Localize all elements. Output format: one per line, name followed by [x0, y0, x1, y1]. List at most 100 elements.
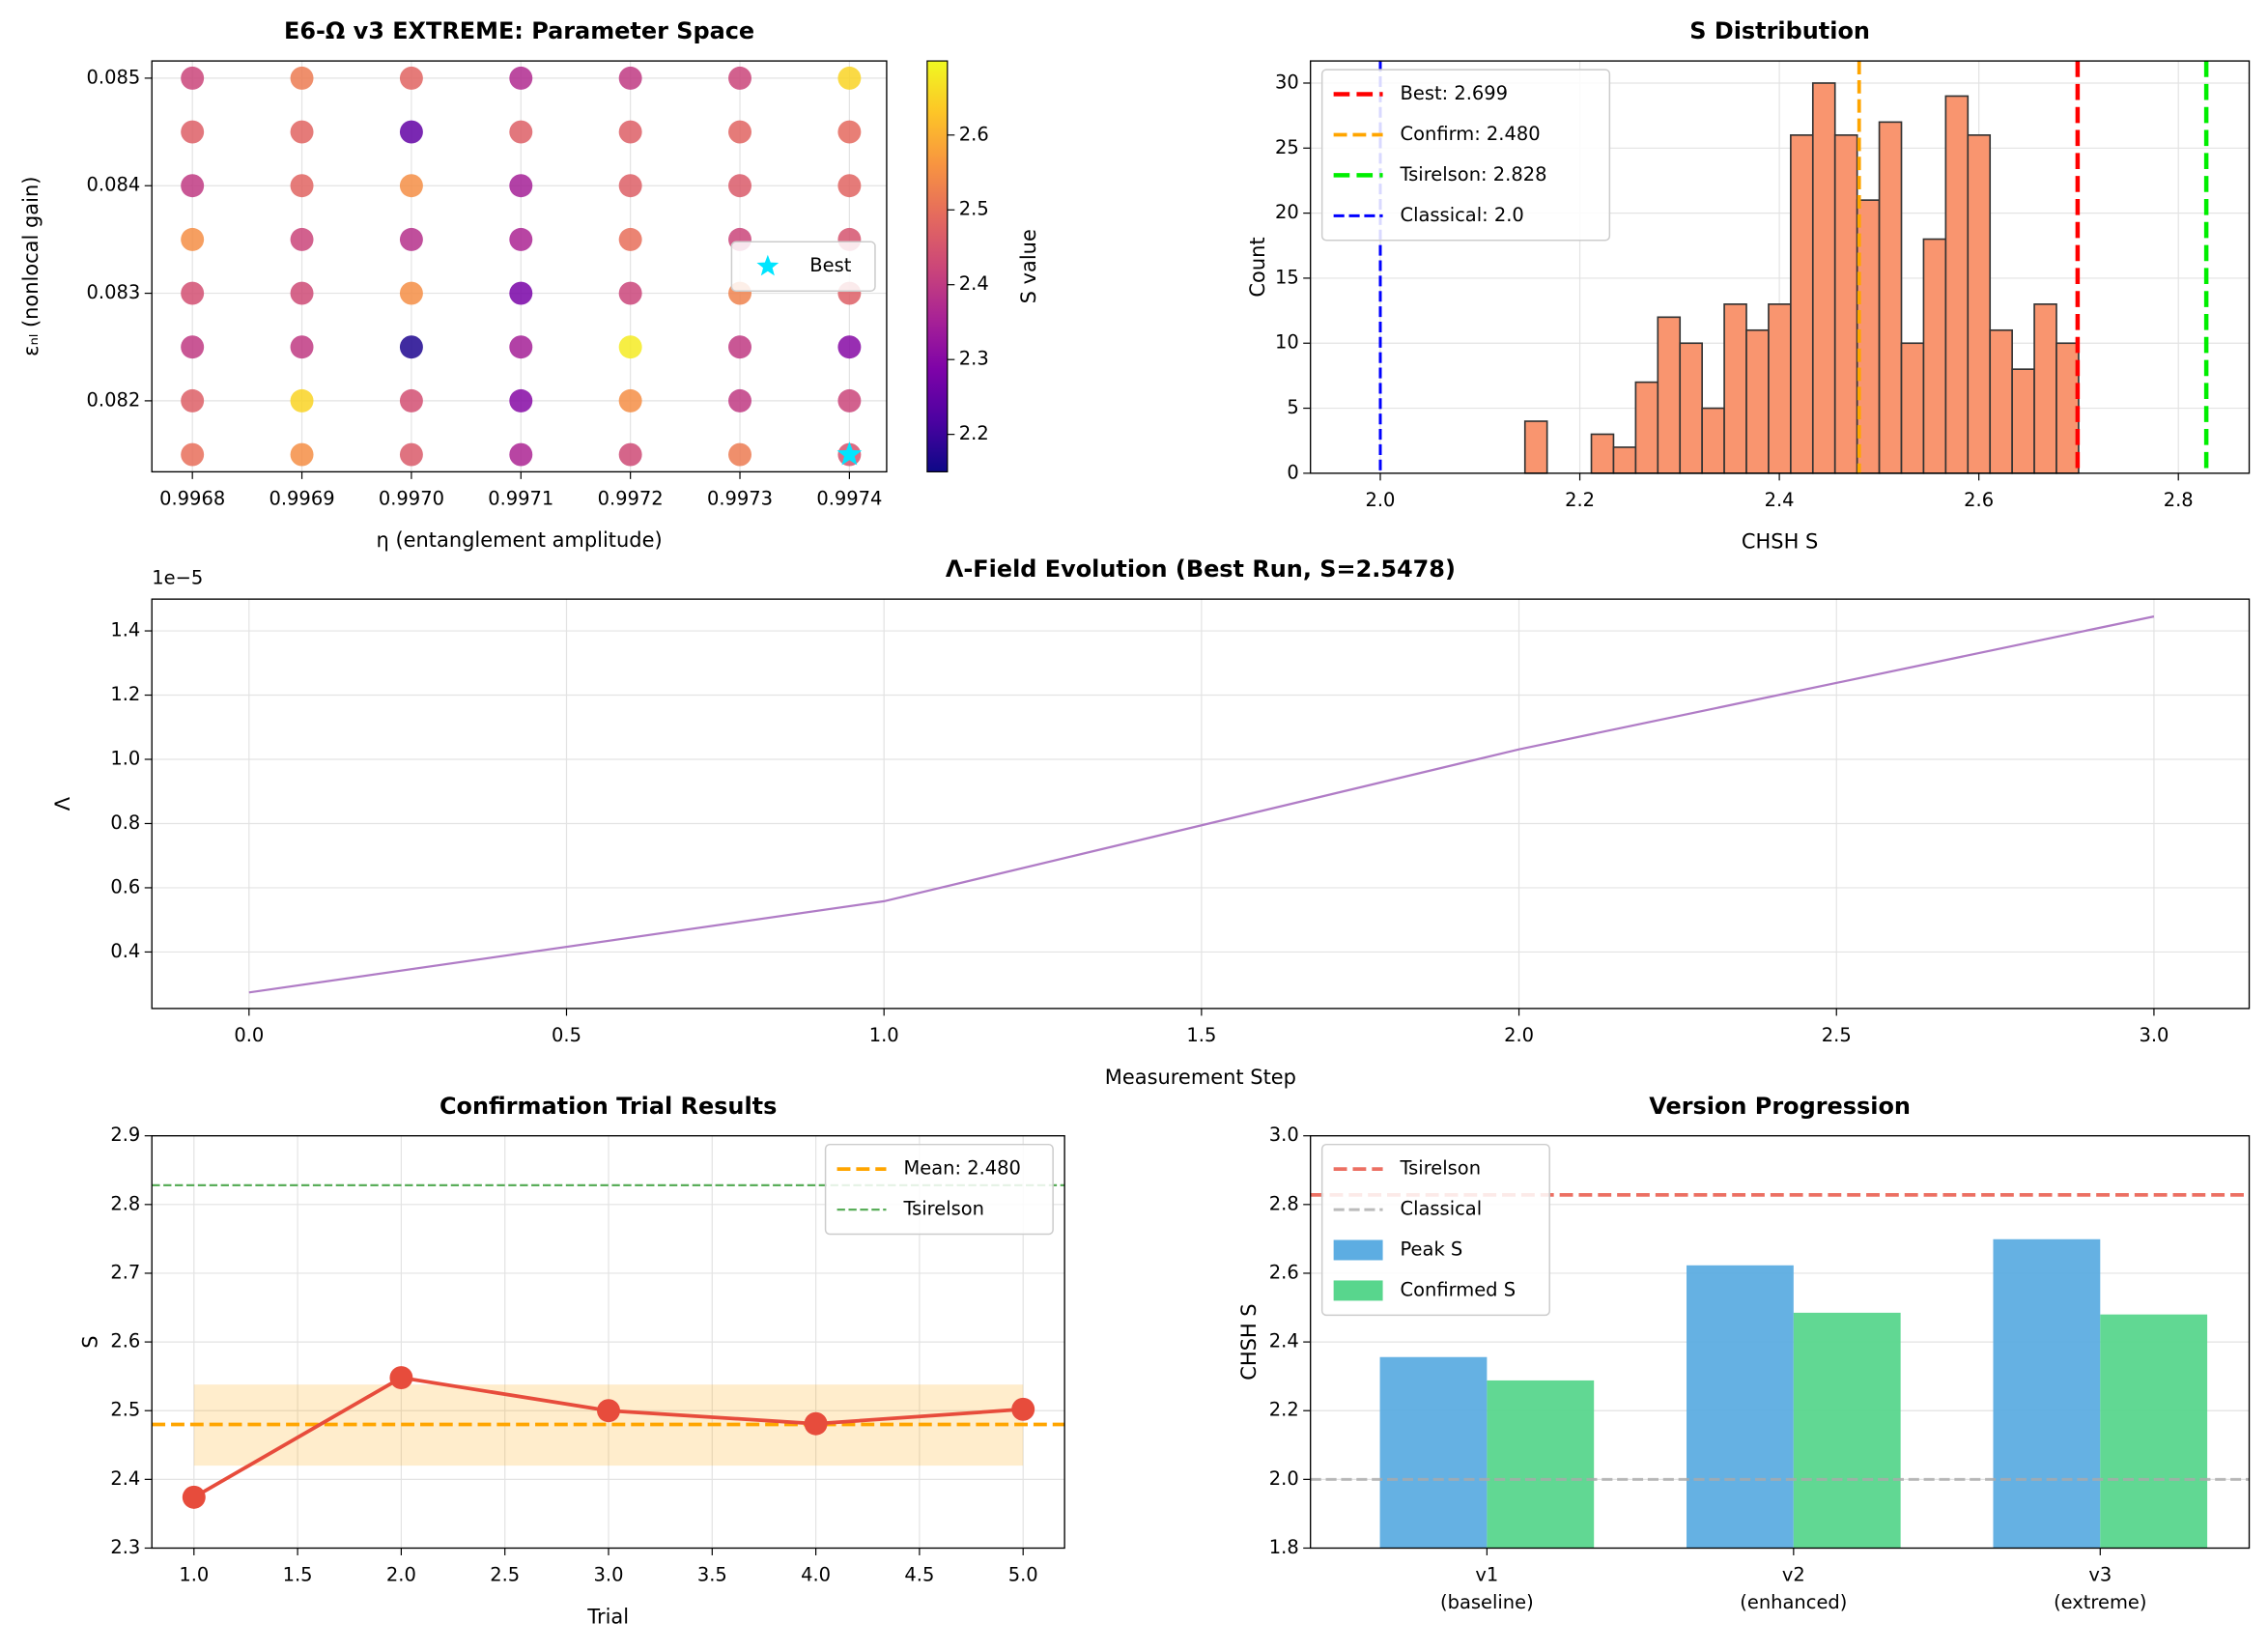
y-axis-label: CHSH S	[1237, 1303, 1261, 1380]
colorbar-tick-label: 2.4	[959, 272, 989, 295]
y-tick-label: 2.6	[1269, 1261, 1299, 1283]
x-axis-label: Measurement Step	[1105, 1066, 1296, 1089]
y-tick-label: 0	[1287, 461, 1298, 483]
y-axis-label: Λ	[51, 796, 74, 811]
y-tick-label: 2.0	[1269, 1467, 1299, 1490]
histogram-bar	[1944, 95, 1970, 474]
x-tick-label: v3	[2088, 1563, 2112, 1585]
x-tick-label: 1.0	[179, 1563, 209, 1585]
y-tick-label: 0.6	[110, 875, 140, 897]
x-tick-label: 2.2	[1565, 489, 1595, 511]
x-tick-label: (enhanced)	[1740, 1591, 1847, 1613]
y-tick-label: 0.084	[87, 174, 141, 196]
y-axis-label: εₙₗ (nonlocal gain)	[19, 177, 43, 356]
x-tick-label: 2.0	[386, 1563, 416, 1585]
scatter-point	[399, 388, 423, 413]
bar	[1687, 1265, 1794, 1549]
legend-label: Best: 2.699	[1401, 82, 1509, 104]
y-tick-label: 3.0	[1269, 1124, 1299, 1146]
legend-label: Confirmed S	[1401, 1278, 1517, 1300]
scatter-point	[290, 227, 314, 251]
histogram-bar	[1989, 328, 2013, 474]
legend-box	[730, 241, 876, 292]
bar	[1379, 1356, 1488, 1549]
histogram-bar	[1523, 420, 1548, 474]
histogram-bar	[1833, 134, 1858, 474]
scatter-point	[509, 174, 533, 198]
axes-frame	[151, 598, 2251, 1010]
y-tick-label: 1.8	[1269, 1536, 1299, 1558]
x-tick-label: 0.9970	[379, 487, 444, 509]
scatter-point	[399, 281, 423, 305]
x-tick-label: 0.0	[234, 1024, 264, 1046]
y-tick-label: 2.7	[110, 1261, 140, 1283]
y-tick-label: 2.4	[1269, 1330, 1299, 1352]
legend-label: Tsirelson	[1400, 1157, 1482, 1180]
scatter-point	[181, 227, 205, 251]
legend-swatch	[1333, 1280, 1383, 1301]
scatter-point	[399, 442, 423, 467]
y-tick-label: 30	[1275, 71, 1299, 93]
scatter-point	[290, 174, 314, 198]
scatter-point	[509, 120, 533, 144]
colorbar-tick-label: 2.6	[959, 123, 989, 145]
scatter-point	[728, 442, 752, 467]
x-tick-label: 1.5	[1186, 1024, 1216, 1046]
x-tick-label: 0.9973	[707, 487, 773, 509]
scatter-point	[618, 388, 642, 413]
y-tick-label: 1.0	[110, 748, 140, 770]
legend-box	[824, 1143, 1054, 1236]
x-tick-label: 3.0	[594, 1563, 624, 1585]
scatter-point	[290, 66, 314, 90]
x-axis-label: CHSH S	[1742, 530, 1818, 554]
x-tick-label: v2	[1782, 1563, 1805, 1585]
x-tick-label: 2.8	[2164, 489, 2194, 511]
chart-title: Λ-Field Evolution (Best Run, S=2.5478)	[946, 555, 1456, 583]
chart-title: Confirmation Trial Results	[439, 1093, 777, 1120]
x-tick-label: (baseline)	[1440, 1591, 1534, 1613]
x-tick-label: 1.5	[283, 1563, 313, 1585]
scatter-point	[290, 120, 314, 144]
legend-label: Best	[809, 254, 851, 276]
scatter-point	[509, 388, 533, 413]
chart-title: E6-Ω v3 EXTREME: Parameter Space	[284, 17, 754, 44]
x-tick-label: 0.5	[552, 1024, 581, 1046]
series-marker	[804, 1411, 828, 1436]
y-tick-label: 5	[1287, 396, 1298, 418]
histogram-bar	[1900, 342, 1925, 474]
histogram-bar	[1922, 238, 1947, 474]
legend-label: Tsirelson	[902, 1198, 984, 1220]
histogram-bar	[1679, 342, 1703, 474]
y-tick-label: 1.2	[110, 683, 140, 705]
y-tick-label: 25	[1275, 136, 1299, 158]
x-tick-label: 0.9972	[598, 487, 664, 509]
x-tick-label: 5.0	[1008, 1563, 1038, 1585]
histogram-bar	[1811, 82, 1836, 474]
scatter-point	[399, 66, 423, 90]
histogram-bar	[2055, 342, 2080, 474]
y-tick-label: 0.4	[110, 940, 140, 962]
scatter-point	[618, 66, 642, 90]
legend-box	[1320, 1143, 1550, 1317]
histogram-bar	[1634, 381, 1659, 474]
scatter-point	[399, 335, 423, 359]
scatter-point	[837, 174, 862, 198]
scatter-point	[728, 66, 752, 90]
scatter-point	[509, 281, 533, 305]
x-tick-label: 0.9968	[159, 487, 225, 509]
y-tick-label: 15	[1275, 266, 1299, 288]
scatter-point	[728, 174, 752, 198]
histogram-bar	[1701, 407, 1725, 474]
x-tick-label: 2.4	[1765, 489, 1795, 511]
scatter-point	[181, 174, 205, 198]
legend-swatch	[756, 254, 780, 276]
x-tick-label: 0.9969	[269, 487, 335, 509]
y-tick-label: 0.8	[110, 811, 140, 834]
histogram-bar	[1612, 446, 1637, 474]
histogram-bar	[1768, 303, 1792, 474]
x-tick-label: 2.0	[1504, 1024, 1534, 1046]
legend-label: Peak S	[1401, 1238, 1463, 1261]
scatter-point	[618, 227, 642, 251]
histogram-bar	[1790, 134, 1814, 474]
histogram-bar	[1967, 134, 1992, 474]
